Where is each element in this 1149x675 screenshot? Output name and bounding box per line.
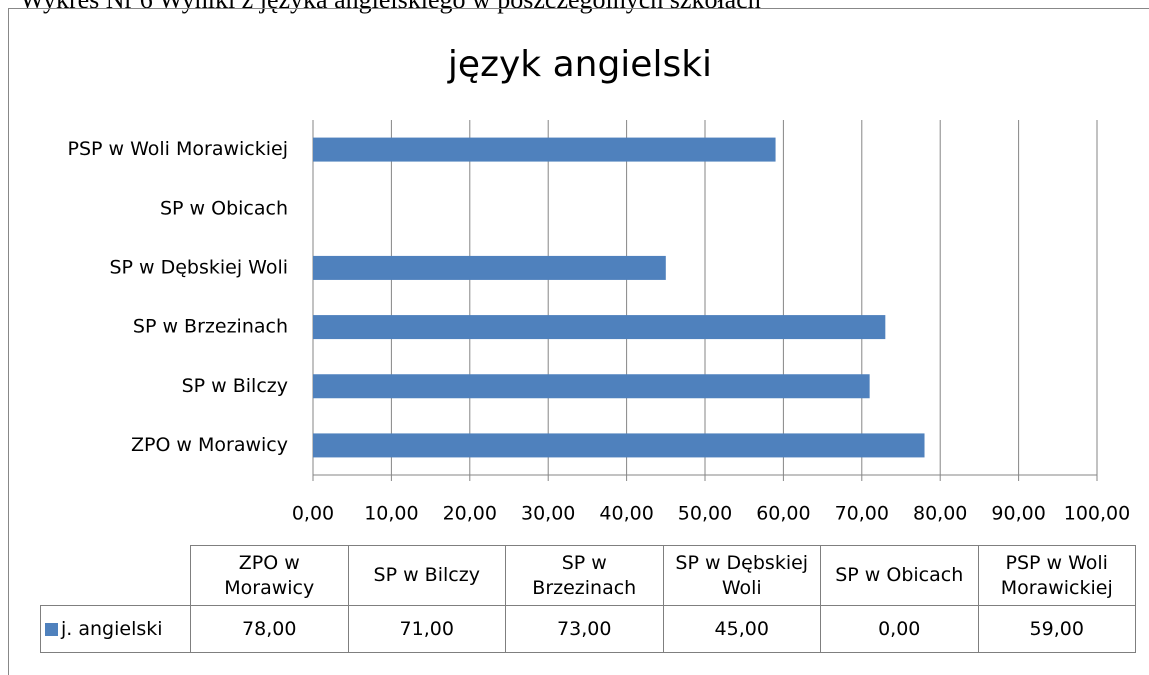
x-tick-label: 30,00 (521, 503, 575, 525)
bar (313, 137, 776, 162)
x-tick-label: 90,00 (991, 503, 1045, 525)
x-tick-label: 0,00 (292, 503, 334, 525)
table-header: PSP w Woli Morawickiej (977, 545, 1136, 606)
x-tick-label: 80,00 (913, 503, 967, 525)
y-tick-label: PSP w Woli Morawickiej (68, 138, 288, 160)
table-value: 73,00 (505, 605, 664, 653)
y-tick-label: SP w Bilczy (182, 375, 288, 397)
x-tick-label: 40,00 (599, 503, 653, 525)
y-tick-label: ZPO w Morawicy (131, 434, 288, 456)
legend-label: j. angielski (61, 617, 163, 640)
bar (313, 433, 925, 458)
x-tick-label: 100,00 (1064, 503, 1130, 525)
table-value: 71,00 (347, 605, 506, 653)
table-value: 78,00 (190, 605, 349, 653)
x-tick-label: 60,00 (756, 503, 810, 525)
table-header: ZPO w Morawicy (190, 545, 349, 606)
y-tick-label: SP w Brzezinach (133, 316, 288, 338)
legend-cell: j. angielski (40, 605, 191, 653)
table-value: 45,00 (662, 605, 821, 653)
y-tick-label: SP w Dębskiej Woli (109, 256, 288, 278)
bar (313, 374, 870, 399)
table-value: 0,00 (820, 605, 979, 653)
x-tick-label: 70,00 (835, 503, 889, 525)
y-tick-label: SP w Obicach (160, 197, 288, 219)
table-header: SP w Dębskiej Woli (662, 545, 821, 606)
bar (313, 315, 886, 340)
chart-title: język angielski (447, 44, 712, 85)
legend-swatch (45, 622, 58, 636)
x-tick-label: 10,00 (364, 503, 418, 525)
x-tick-label: 50,00 (678, 503, 732, 525)
table-header: SP w Brzezinach (505, 545, 664, 606)
table-value: 59,00 (977, 605, 1136, 653)
x-tick-label: 20,00 (443, 503, 497, 525)
bar (313, 255, 666, 280)
table-header: SP w Obicach (820, 545, 979, 606)
table-header: SP w Bilczy (347, 545, 506, 606)
